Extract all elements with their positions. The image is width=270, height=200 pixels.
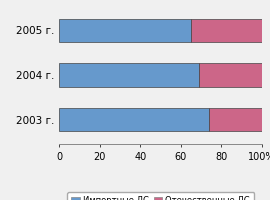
Bar <box>59 63 199 87</box>
Bar <box>209 108 262 131</box>
Bar <box>59 108 209 131</box>
Bar <box>199 63 262 87</box>
Bar <box>191 19 262 42</box>
Bar <box>59 19 191 42</box>
Legend: Импортные ЛС, Отечественные ЛС: Импортные ЛС, Отечественные ЛС <box>67 192 254 200</box>
